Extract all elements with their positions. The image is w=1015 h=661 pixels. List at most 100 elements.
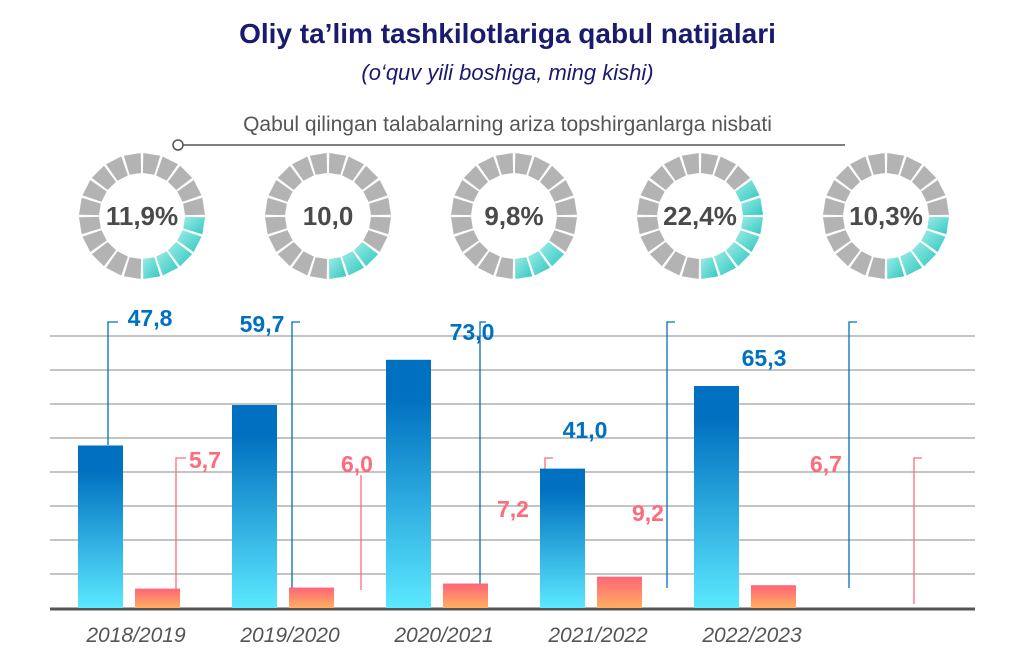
ring-segment	[927, 197, 949, 216]
ring-segment	[649, 242, 674, 267]
ring-segment	[369, 216, 391, 235]
ring-segment	[156, 251, 178, 276]
bar-applicants	[386, 359, 431, 608]
ring-segment	[826, 230, 851, 252]
divider-dot	[172, 139, 184, 151]
ring-segment	[177, 180, 202, 202]
ring-segment	[921, 230, 946, 252]
ring-segment	[463, 165, 488, 190]
ring-segment	[735, 180, 760, 202]
ring-segment	[826, 180, 851, 202]
ring-segment	[142, 257, 161, 279]
ring-segment	[183, 197, 205, 216]
ring-segment	[106, 156, 128, 181]
ring-segment	[363, 180, 388, 202]
data-label-applicants: 41,0	[563, 417, 608, 443]
ring-segment	[91, 165, 116, 190]
chart-subtitle: (o‘quv yili boshiga, ming kishi)	[361, 60, 654, 85]
ring-segment	[328, 257, 347, 279]
ring-segment	[451, 216, 473, 235]
ring-segment	[156, 156, 178, 181]
bar-admitted	[289, 587, 334, 608]
leader-line	[666, 321, 675, 588]
ring-segment	[912, 165, 937, 190]
ring-segment	[726, 242, 751, 267]
ring-segment	[735, 230, 760, 252]
ring-segment	[741, 197, 763, 216]
ring-segment	[867, 257, 886, 279]
ring-segment	[528, 156, 550, 181]
data-label-admitted: 7,2	[497, 496, 529, 522]
ring-segment	[454, 180, 479, 202]
x-tick-label: 2018/2019	[85, 624, 186, 647]
ratio-title: Qabul qilingan talabalarning ariza topsh…	[243, 113, 772, 136]
leader-line	[848, 321, 857, 588]
ratio-label: 11,9%	[106, 201, 178, 231]
leader-line	[913, 457, 922, 604]
data-label-applicants: 73,0	[450, 319, 495, 345]
ring-segment	[835, 242, 860, 267]
leader-line	[107, 321, 118, 445]
ring-segment	[463, 242, 488, 267]
bar-admitted	[751, 585, 796, 608]
leader-line	[544, 457, 553, 470]
ratio-label: 9,8%	[484, 201, 543, 231]
ring-segment	[292, 251, 314, 276]
ring-segment	[79, 197, 101, 216]
ring-segment	[664, 251, 686, 276]
ring-segment	[183, 216, 205, 235]
ring-segment	[82, 180, 107, 202]
ring-segment	[268, 230, 293, 252]
ring-segment	[292, 156, 314, 181]
bar-admitted	[135, 588, 180, 608]
ring-segment	[168, 165, 193, 190]
ring-segment	[900, 156, 922, 181]
ring-segment	[649, 165, 674, 190]
ring-segment	[91, 242, 116, 267]
ring-segment	[555, 216, 577, 235]
ratio-label: 22,4%	[663, 201, 737, 231]
data-label-admitted: 6,0	[341, 451, 373, 477]
data-label-applicants: 47,8	[128, 305, 173, 331]
ring-segment	[823, 197, 845, 216]
ring-segment	[549, 180, 574, 202]
ring-segment	[714, 156, 736, 181]
ring-segment	[681, 153, 700, 175]
ring-segment	[495, 153, 514, 175]
data-label-applicants: 65,3	[742, 345, 787, 371]
ring-segment	[555, 197, 577, 216]
ring-segment	[867, 153, 886, 175]
data-label-admitted: 9,2	[632, 500, 664, 526]
ring-segment	[354, 165, 379, 190]
ring-segment	[123, 257, 142, 279]
ring-segment	[79, 216, 101, 235]
ring-segment	[714, 251, 736, 276]
x-tick-label: 2022/2023	[701, 624, 802, 647]
x-tick-label: 2020/2021	[393, 624, 493, 647]
ring-segment	[82, 230, 107, 252]
leader-line	[291, 321, 300, 588]
ring-segment	[265, 197, 287, 216]
ring-segment	[369, 197, 391, 216]
ring-segment	[514, 257, 533, 279]
ring-segment	[478, 156, 500, 181]
ring-segment	[700, 153, 719, 175]
ring-segment	[478, 251, 500, 276]
ring-segment	[268, 180, 293, 202]
ring-segment	[640, 230, 665, 252]
ring-segment	[277, 165, 302, 190]
x-tick-label: 2019/2020	[239, 624, 340, 647]
ring-segment	[726, 165, 751, 190]
ring-segment	[741, 216, 763, 235]
ring-segment	[912, 242, 937, 267]
ratio-label: 10,0	[303, 201, 354, 231]
ring-segment	[328, 153, 347, 175]
ring-segment	[540, 165, 565, 190]
ring-segment	[700, 257, 719, 279]
ring-segment	[514, 153, 533, 175]
ring-segment	[921, 180, 946, 202]
ring-segment	[664, 156, 686, 181]
bar-admitted	[443, 583, 488, 608]
